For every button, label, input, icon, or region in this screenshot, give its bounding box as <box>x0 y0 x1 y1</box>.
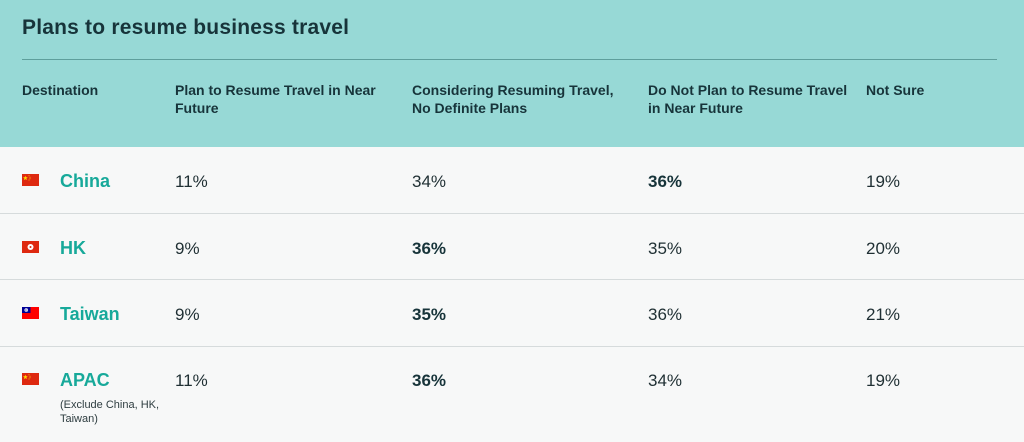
destination-name: APAC <box>60 370 110 390</box>
table-cell: 11% <box>175 371 208 390</box>
table-cell: 21% <box>866 305 901 324</box>
table-title: Plans to resume business travel <box>22 16 350 39</box>
table-cell: 9% <box>175 239 200 258</box>
hong-kong-flag-icon <box>22 241 39 253</box>
table-row: HK 9% 36% 35% 20% <box>0 213 1024 279</box>
table-cell: 19% <box>866 172 901 191</box>
table-cell: 9% <box>175 305 200 324</box>
column-header-considering: Considering Resuming Travel, No Definite… <box>412 82 614 116</box>
table-cell: 36% <box>412 239 447 258</box>
header-divider <box>22 59 997 60</box>
table-row: Taiwan 9% 35% 36% 21% <box>0 279 1024 346</box>
china-flag-icon <box>22 174 39 186</box>
table-cell: 20% <box>866 239 901 258</box>
column-header-plan-to-resume: Plan to Resume Travel in Near Future <box>175 82 376 116</box>
destination-note: (Exclude China, HK, Taiwan) <box>60 399 160 425</box>
table-cell: 19% <box>866 371 901 390</box>
table-cell: 36% <box>412 371 447 390</box>
table-cell: 35% <box>412 305 447 324</box>
table-cell: 11% <box>175 172 208 191</box>
table-header: Plans to resume business travel Destinat… <box>0 0 1024 147</box>
column-header-destination: Destination <box>22 82 99 98</box>
column-header-do-not-plan: Do Not Plan to Resume Travel in Near Fut… <box>648 82 848 116</box>
table-cell: 36% <box>648 172 683 191</box>
table-row: China 11% 34% 36% 19% <box>0 147 1024 213</box>
table-row: APAC (Exclude China, HK, Taiwan) 11% 36% 34%… <box>0 346 1024 442</box>
china-flag-icon <box>22 373 39 385</box>
destination-name: China <box>60 171 111 191</box>
destination-name: Taiwan <box>60 304 120 324</box>
column-header-not-sure: Not Sure <box>866 82 925 98</box>
table-cell: 34% <box>648 371 683 390</box>
table-cell: 34% <box>412 172 447 191</box>
table-cell: 36% <box>648 305 683 324</box>
table-cell: 35% <box>648 239 683 258</box>
destination-name: HK <box>60 238 86 258</box>
taiwan-flag-icon <box>22 307 39 319</box>
